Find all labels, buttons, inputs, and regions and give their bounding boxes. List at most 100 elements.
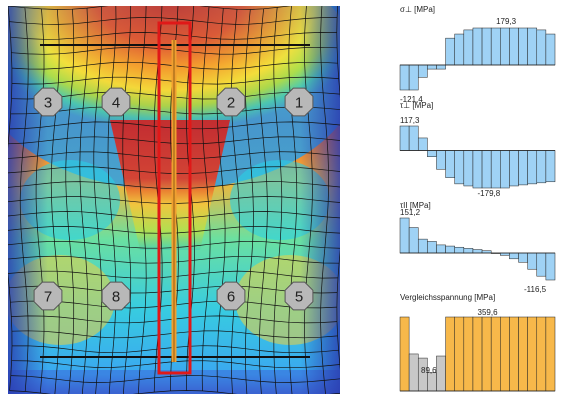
bolt-number: 8 <box>112 289 120 306</box>
chart-bar <box>463 316 474 392</box>
chart-title: Vergleichsspannung [MPa] <box>400 293 495 302</box>
chart-bar <box>481 316 492 392</box>
chart-bar <box>481 27 492 66</box>
mesh-col-line <box>245 9 254 394</box>
mesh-row-line <box>8 6 292 10</box>
chart-bar <box>509 27 519 66</box>
chart-bar <box>472 27 483 66</box>
mesh-col-line <box>201 6 211 391</box>
chart-bar <box>454 246 465 254</box>
chart-bar <box>436 150 446 170</box>
mesh-col-line <box>273 7 283 394</box>
chart-bar <box>427 64 437 70</box>
bolt-number: 6 <box>227 289 235 306</box>
chart-bar <box>472 150 483 189</box>
bolt-number: 1 <box>295 95 303 112</box>
chart-bar <box>545 150 556 183</box>
bolt-number: 7 <box>44 289 52 306</box>
chart-bar <box>408 64 419 91</box>
chart-bar <box>536 316 547 392</box>
chart-min-label: -179,8 <box>478 189 501 198</box>
chart-title: σ⊥ [MPa] <box>400 5 435 14</box>
chart-bar <box>536 150 547 184</box>
chart-bar <box>472 316 483 392</box>
chart-bar <box>518 150 528 186</box>
bolt-head-icon <box>101 87 131 117</box>
bolt-number: 2 <box>227 95 235 112</box>
chart-bar <box>436 64 446 70</box>
mesh-col-line <box>19 7 29 392</box>
bolt-number: 5 <box>295 289 303 306</box>
chart-bar <box>445 37 455 66</box>
chart-bar <box>427 372 437 392</box>
chart-bar <box>527 252 538 270</box>
chart-bar <box>427 241 437 254</box>
mesh-col-line <box>107 6 117 394</box>
chart-max-label: 151,2 <box>400 208 421 217</box>
mesh-col-line <box>137 6 147 394</box>
chart-bar <box>445 150 455 178</box>
chart-bar <box>509 150 519 187</box>
mesh-col-line <box>8 6 13 391</box>
chart-max-label: 359,6 <box>478 308 499 317</box>
bolt-6: 6 <box>216 281 246 311</box>
bolt-5: 5 <box>284 281 314 311</box>
bolt-8: 8 <box>101 281 131 311</box>
chart-bar <box>408 227 419 254</box>
chart-bar <box>545 33 556 66</box>
chart-bar <box>408 353 419 392</box>
mesh-col-line <box>231 9 240 394</box>
mesh-col-line <box>35 8 45 394</box>
weld-region-frame <box>157 21 192 375</box>
mesh-col-line <box>79 8 89 394</box>
chart-bar <box>518 252 528 263</box>
chart-bar <box>527 150 538 185</box>
chart-max-label: 117,3 <box>400 116 420 125</box>
chart-bar <box>527 316 538 392</box>
chart-bar <box>500 150 510 189</box>
fe-mesh <box>8 6 340 394</box>
bolt-4: 4 <box>101 87 131 117</box>
chart-bar <box>417 238 428 254</box>
chart-bar <box>500 316 510 392</box>
chart-tau_par: τII [MPa]151,2 -116,5 <box>399 201 556 294</box>
chart-bar <box>536 29 547 66</box>
bolt-head-icon <box>284 87 314 117</box>
chart-bar <box>509 252 519 260</box>
bolt-group: 1 2 3 4 5 6 7 8 <box>33 87 314 311</box>
weld-stress-charts: σ⊥ [MPa] 179,3 -121,4τ⊥ [MPa] 117,3 -179,8 τI… <box>399 5 556 392</box>
chart-bar <box>518 316 528 392</box>
bolt-head-icon <box>216 281 246 311</box>
chart-bar <box>454 33 465 66</box>
chart-bar <box>454 150 465 185</box>
chart-bar <box>408 125 419 151</box>
chart-bar <box>399 64 410 91</box>
chart-bar <box>481 150 492 189</box>
bolt-head-icon <box>101 281 131 311</box>
bolt-head-icon <box>284 281 314 311</box>
chart-bar <box>500 27 510 66</box>
chart-bar <box>536 252 547 277</box>
chart-tau_perp: τ⊥ [MPa] 117,3 -179,8 <box>399 101 556 198</box>
chart-bar <box>445 245 455 254</box>
chart-bar <box>463 248 474 254</box>
chart-bar <box>436 355 446 392</box>
mesh-col-line <box>216 8 226 393</box>
chart-bar <box>417 64 428 78</box>
chart-min-label: -116,5 <box>524 285 547 294</box>
bolt-7: 7 <box>33 281 63 311</box>
chart-bar <box>527 27 538 66</box>
chart-bar <box>545 316 556 392</box>
chart-vgl: Vergleichsspannung [MPa] 359,6 89,6 <box>399 293 556 392</box>
chart-bar <box>399 125 410 151</box>
bolt-number: 3 <box>44 95 52 112</box>
chart-title: τ⊥ [MPa] <box>400 101 433 110</box>
chart-min-label: -121,4 <box>400 95 423 104</box>
mesh-col-line <box>304 6 313 394</box>
chart-title: τII [MPa] <box>400 201 431 210</box>
chart-bar <box>417 137 428 151</box>
chart-bar <box>463 150 474 187</box>
bolt-3: 3 <box>33 87 63 117</box>
chart-bar <box>472 249 483 254</box>
